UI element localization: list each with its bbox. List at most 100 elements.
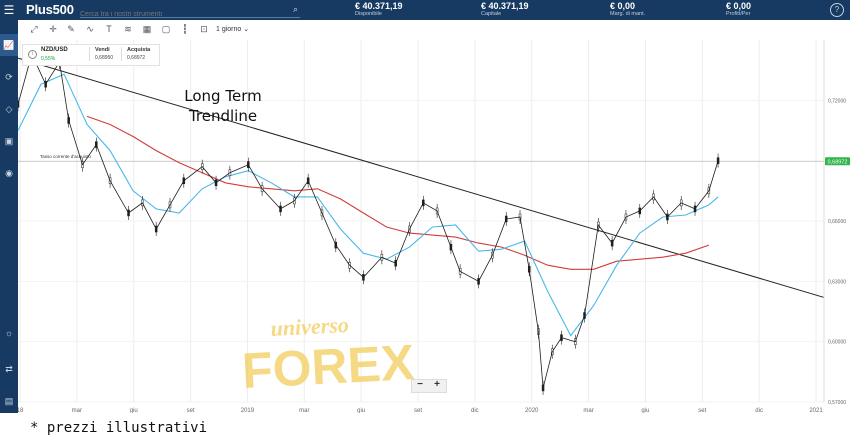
zoom-in-button[interactable]: + bbox=[434, 379, 440, 390]
stat-label: Capitale bbox=[481, 11, 502, 17]
chart-grid bbox=[18, 40, 824, 403]
fullscreen-icon[interactable]: ⤢ bbox=[30, 24, 38, 34]
chart-toolbar: ⤢ ✛ ✎ ∿ T ≋ ▦ ▢ ┇ ⊡ 1 giorno ⌄ bbox=[18, 20, 850, 40]
sidebar-item-portfolio[interactable]: ▣ bbox=[0, 130, 18, 152]
chat-icon: ▤ bbox=[4, 395, 14, 406]
candles-icon[interactable]: ┇ bbox=[182, 24, 188, 34]
x-tick-label: giu bbox=[641, 408, 649, 413]
buy-label: Acquista bbox=[127, 47, 151, 53]
briefcase-icon: ▣ bbox=[4, 135, 14, 146]
sun-icon: ☼ bbox=[4, 328, 14, 338]
trendline bbox=[17, 57, 825, 298]
stat-label: Profitt/Per bbox=[726, 11, 751, 17]
current-price-line-label: Tasso corrente d'acquisto bbox=[40, 154, 91, 159]
template-icon[interactable]: ▢ bbox=[161, 24, 171, 34]
x-tick-label: mar bbox=[583, 408, 593, 413]
x-tick-label: mar bbox=[299, 408, 309, 413]
sell-label: Vendi bbox=[95, 47, 110, 53]
y-tick-label: 0,72000 bbox=[828, 98, 846, 104]
switch-icon: ⇄ bbox=[5, 363, 13, 374]
chart-area[interactable]: universo FOREX Long Term Trendline 18 mar gi… bbox=[16, 40, 850, 414]
x-tick-label: 2019 bbox=[241, 408, 255, 413]
help-icon[interactable]: ? bbox=[830, 3, 844, 17]
y-tick-label: 0,63000 bbox=[828, 279, 846, 285]
crosshair-icon[interactable]: ✛ bbox=[49, 24, 57, 34]
chart-series: Long Term Trendline bbox=[16, 47, 825, 395]
search-icon[interactable]: ⌕ bbox=[292, 4, 298, 14]
search-box[interactable]: ⌕ bbox=[80, 3, 300, 18]
current-price-badge bbox=[825, 157, 850, 166]
layout-icon[interactable]: ▦ bbox=[142, 24, 152, 34]
y-tick-label: 0,66000 bbox=[828, 219, 846, 225]
x-tick-label: dic bbox=[471, 408, 479, 413]
sidebar: 📈 ⟳ ◇ ▣ ◉ ☼ ⇄ ▤ bbox=[0, 20, 18, 413]
x-tick-label: dic bbox=[755, 408, 763, 413]
indicator-icon[interactable]: ∿ bbox=[86, 24, 94, 34]
x-tick-label: set bbox=[698, 408, 706, 413]
sidebar-item-chart[interactable]: 📈 bbox=[0, 34, 18, 56]
compare-icon[interactable]: ≋ bbox=[124, 24, 132, 34]
watermark-text-top: universo bbox=[270, 312, 349, 341]
timeframe-dropdown[interactable]: 1 giorno ⌄ bbox=[216, 26, 250, 33]
hamburger-menu-icon[interactable]: ☰ bbox=[3, 3, 15, 17]
sidebar-item-tags[interactable]: ◇ bbox=[0, 98, 18, 120]
moving-average-slow bbox=[86, 115, 710, 270]
pencil-icon[interactable]: ✎ bbox=[67, 24, 75, 34]
x-tick-label: giu bbox=[130, 408, 138, 413]
current-price-label: 0,68972 bbox=[828, 159, 848, 165]
stat-value: € 40.371,19 bbox=[481, 1, 529, 11]
caption: * prezzi illustrativi bbox=[30, 420, 208, 436]
chart-axes: 18 mar giu set 2019 mar giu set dic 2020 mar giu set… bbox=[17, 40, 850, 414]
text-icon[interactable]: T bbox=[106, 24, 112, 34]
stat-capital: € 40.371,19 Capitale bbox=[481, 1, 529, 18]
stat-label: Disponibile bbox=[355, 11, 382, 17]
stat-label: Marg. di mant. bbox=[610, 11, 646, 17]
tag-icon: ◇ bbox=[5, 103, 13, 114]
x-tick-label: set bbox=[187, 408, 195, 413]
stat-value: € 0,00 bbox=[726, 1, 752, 11]
buy-price: 0,68972 bbox=[127, 55, 146, 61]
chart-type-icon[interactable]: ⊡ bbox=[200, 24, 208, 34]
search-input[interactable] bbox=[80, 9, 280, 18]
sell-button[interactable]: Vendi 0,68950 bbox=[89, 47, 133, 61]
chart-icon: 📈 bbox=[3, 39, 15, 50]
stat-value: € 40.371,19 bbox=[355, 1, 403, 11]
stat-value: € 0,00 bbox=[610, 1, 636, 11]
logo: Plus500 bbox=[26, 2, 74, 17]
instrument-symbol: NZD/USD bbox=[41, 47, 68, 53]
price-candle-body bbox=[716, 157, 720, 164]
coin-icon: ◉ bbox=[5, 167, 13, 178]
x-tick-label: mar bbox=[72, 408, 82, 413]
instrument-change: 0,55% bbox=[41, 56, 56, 62]
stat-profit-loss: € 0,00 Profitt/Per bbox=[726, 1, 751, 18]
sidebar-item-orders[interactable]: ⟳ bbox=[0, 66, 18, 88]
stat-maintenance-margin: € 0,00 Marg. di mant. bbox=[610, 1, 645, 18]
sidebar-item-funds[interactable]: ◉ bbox=[0, 162, 18, 184]
y-tick-label: 0,57000 bbox=[828, 400, 846, 406]
zoom-out-button[interactable]: − bbox=[417, 379, 423, 390]
x-tick-label: 18 bbox=[18, 408, 24, 413]
buy-button[interactable]: Acquista 0,68972 bbox=[121, 47, 165, 61]
x-tick-label: giu bbox=[357, 408, 365, 413]
y-tick-label: 0,60000 bbox=[828, 340, 846, 346]
zoom-controls: − + bbox=[411, 379, 447, 393]
sidebar-item-switch[interactable]: ⇄ bbox=[0, 358, 18, 380]
watermark-text-main: FOREX bbox=[241, 334, 416, 399]
x-tick-label: set bbox=[414, 408, 422, 413]
top-bar: ☰ Plus500 ⌕ € 40.371,19 Disponibile € 40… bbox=[0, 0, 850, 20]
moving-average-fast bbox=[17, 73, 719, 337]
annotation-line-2: Trendline bbox=[188, 107, 257, 125]
x-tick-label: 2021 bbox=[809, 408, 823, 413]
sidebar-item-theme[interactable]: ☼ bbox=[0, 322, 18, 344]
x-tick-label: 2020 bbox=[525, 408, 539, 413]
sidebar-item-chat[interactable]: ▤ bbox=[0, 390, 18, 412]
price-line bbox=[17, 52, 719, 388]
orders-icon: ⟳ bbox=[5, 71, 13, 82]
info-icon[interactable]: i bbox=[28, 50, 37, 59]
stat-available: € 40.371,19 Disponibile bbox=[355, 1, 403, 18]
instrument-info-box[interactable]: i NZD/USD 0,55% Vendi 0,68950 Acquista 0… bbox=[22, 44, 160, 66]
annotation-line-1: Long Term bbox=[184, 87, 261, 105]
sell-price: 0,68950 bbox=[95, 55, 114, 61]
